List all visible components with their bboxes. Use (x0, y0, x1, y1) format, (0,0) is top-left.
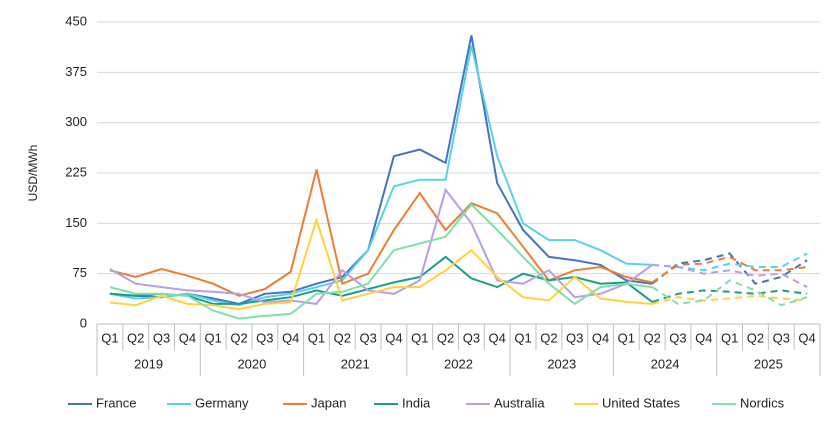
x-group-label: 2024 (651, 356, 680, 371)
series-line (651, 294, 808, 305)
y-tick-label: 150 (65, 215, 87, 230)
x-group-label: 2020 (237, 356, 266, 371)
x-group-label: 2023 (547, 356, 576, 371)
x-tick-label: Q3 (773, 330, 790, 345)
legend-label: Japan (311, 395, 346, 410)
x-tick-label: Q2 (437, 330, 454, 345)
series-line (651, 289, 808, 303)
series-line (109, 216, 653, 311)
x-tick-label: Q2 (334, 330, 351, 345)
x-tick-label: Q4 (179, 330, 196, 345)
series-line (109, 169, 653, 297)
series-line (651, 252, 808, 285)
series-line (109, 187, 653, 305)
x-tick-label: Q3 (566, 330, 583, 345)
y-tick-label: 450 (65, 13, 87, 28)
y-tick-label: 75 (73, 265, 87, 280)
y-tick-label: 225 (65, 164, 87, 179)
x-tick-label: Q4 (282, 330, 299, 345)
series-line (652, 263, 808, 288)
series-line (109, 45, 653, 307)
x-tick-label: Q2 (127, 330, 144, 345)
legend-label: Nordics (740, 395, 785, 410)
series-line (109, 203, 653, 320)
x-tick-label: Q4 (489, 330, 506, 345)
series-line (651, 255, 808, 284)
series-line (109, 255, 653, 305)
x-tick-label: Q2 (643, 330, 660, 345)
x-tick-label: Q3 (669, 330, 686, 345)
legend-label: United States (602, 395, 681, 410)
x-tick-label: Q4 (592, 330, 609, 345)
x-tick-label: Q4 (385, 330, 402, 345)
x-group-label: 2022 (444, 356, 473, 371)
y-tick-label: 300 (65, 114, 87, 129)
x-tick-label: Q4 (695, 330, 712, 345)
x-tick-label: Q2 (747, 330, 764, 345)
x-tick-label: Q3 (256, 330, 273, 345)
x-group-label: 2025 (754, 356, 783, 371)
x-tick-label: Q1 (411, 330, 428, 345)
legend-label: Germany (195, 395, 249, 410)
series-line (109, 35, 653, 305)
y-tick-label: 0 (80, 315, 87, 330)
x-group-label: 2019 (134, 356, 163, 371)
y-axis-label: USD/MWh (26, 145, 40, 202)
x-tick-label: Q3 (463, 330, 480, 345)
x-tick-label: Q1 (618, 330, 635, 345)
x-tick-label: Q3 (359, 330, 376, 345)
x-tick-label: Q3 (153, 330, 170, 345)
x-tick-label: Q1 (205, 330, 222, 345)
series-line (651, 279, 808, 307)
y-tick-label: 375 (65, 64, 87, 79)
legend-label: Australia (494, 395, 545, 410)
x-tick-label: Q2 (230, 330, 247, 345)
x-tick-label: Q1 (101, 330, 118, 345)
x-tick-label: Q2 (540, 330, 557, 345)
x-tick-label: Q1 (721, 330, 738, 345)
legend-label: India (402, 395, 431, 410)
x-tick-label: Q4 (798, 330, 815, 345)
x-group-label: 2021 (341, 356, 370, 371)
x-tick-label: Q1 (308, 330, 325, 345)
x-tick-label: Q1 (514, 330, 531, 345)
legend-label: France (96, 395, 136, 410)
